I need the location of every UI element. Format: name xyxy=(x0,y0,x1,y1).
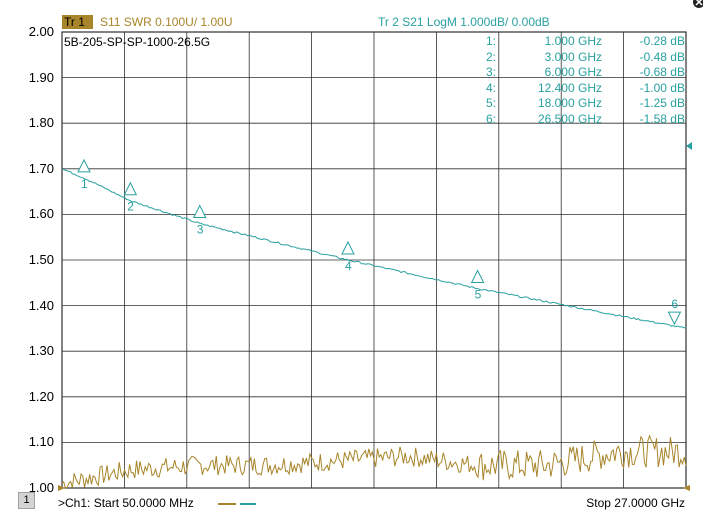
y-tick-label: 1.60 xyxy=(28,206,54,222)
marker-triangle-icon xyxy=(77,158,91,173)
marker-6: 6 xyxy=(667,297,682,326)
marker-triangle-icon xyxy=(341,240,355,255)
marker-triangle-icon xyxy=(667,311,682,326)
marker-number: 2 xyxy=(127,200,134,214)
marker-id: 5: xyxy=(485,96,496,110)
marker-value: -1.58 dB xyxy=(639,111,685,126)
marker-freq: 26.500 GHz xyxy=(537,111,602,126)
marker-3: 3 xyxy=(192,204,207,237)
marker-freq: 6.000 GHz xyxy=(544,65,602,79)
corner-close-icon[interactable] xyxy=(689,0,703,8)
marker-triangle-icon xyxy=(192,204,207,219)
marker-id: 1: xyxy=(485,34,496,48)
y-tick-label: 2.00 xyxy=(28,24,54,39)
marker-value: -0.68 dB xyxy=(639,65,685,79)
marker-number: 5 xyxy=(475,288,482,302)
trace1-label[interactable]: S11 SWR 0.100U/ 1.00U xyxy=(100,15,233,29)
marker-freq: 3.000 GHz xyxy=(544,49,602,64)
s21-logm-trace xyxy=(61,168,686,329)
stop-frequency[interactable]: Stop 27.0000 GHz xyxy=(586,496,685,510)
s21-logm-line xyxy=(61,168,686,329)
y-tick-label: 1.90 xyxy=(28,69,54,85)
marker-value: -1.25 dB xyxy=(639,96,685,110)
marker-triangle-icon xyxy=(470,269,485,283)
cable-name: 5B-205-SP-SP-1000-26.5G xyxy=(64,35,211,49)
reference-arrows xyxy=(58,142,692,491)
marker-id: 4: xyxy=(485,80,496,95)
start-frequency[interactable]: >Ch1: Start 50.0000 MHz xyxy=(58,496,194,510)
marker-number: 6 xyxy=(671,297,678,311)
trace1-tag[interactable]: Tr 1 xyxy=(64,15,85,29)
marker-triangle-icon xyxy=(123,181,138,196)
s11-swr-line xyxy=(61,434,687,489)
marker-id: 2: xyxy=(485,49,496,64)
marker-freq: 1.000 GHz xyxy=(544,34,602,48)
marker-freq: 18.000 GHz xyxy=(537,96,602,110)
ref-arrow-left-icon xyxy=(58,485,65,491)
marker-id: 6: xyxy=(485,111,496,126)
marker-value: -0.48 dB xyxy=(639,49,685,64)
trace2-label[interactable]: Tr 2 S21 LogM 1.000dB/ 0.00dB xyxy=(378,15,550,29)
marker-4: 4 xyxy=(341,240,355,273)
marker-freq: 12.400 GHz xyxy=(537,80,602,95)
s11-swr-trace xyxy=(61,434,687,489)
graticule xyxy=(61,31,687,489)
y-tick-label: 1.10 xyxy=(28,434,54,450)
marker-2: 2 xyxy=(123,181,138,214)
trace1-tag-box[interactable] xyxy=(62,15,93,29)
trace-legend-icon xyxy=(218,503,256,505)
y-tick-label: 1.00 xyxy=(28,480,54,495)
y-tick-label: 1.20 xyxy=(28,388,54,404)
y-tick-label: 1.30 xyxy=(28,343,54,359)
marker-number: 1 xyxy=(81,177,88,191)
marker-value: -1.00 dB xyxy=(639,80,685,95)
marker-5: 5 xyxy=(470,269,485,302)
y-tick-label: 1.40 xyxy=(28,297,54,313)
ref-arrow-s21-icon xyxy=(686,142,692,150)
y-tick-label: 1.80 xyxy=(28,115,54,131)
marker-number: 3 xyxy=(197,223,204,237)
marker-1: 1 xyxy=(77,158,91,191)
marker-triangles: 1 2 3 4 5 6 xyxy=(77,158,682,326)
y-tick-label: 1.70 xyxy=(28,160,54,176)
marker-number: 4 xyxy=(345,259,352,273)
ref-arrow-right-icon xyxy=(683,485,690,491)
channel-button[interactable]: 1 xyxy=(18,492,35,509)
marker-id: 3: xyxy=(485,65,496,79)
marker-value: -0.28 dB xyxy=(639,34,685,48)
y-tick-label: 1.50 xyxy=(28,252,54,267)
